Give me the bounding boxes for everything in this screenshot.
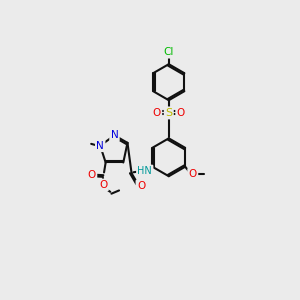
Text: O: O (88, 170, 96, 180)
Text: N: N (96, 141, 104, 151)
Text: HN: HN (137, 166, 152, 176)
Text: methyl: methyl (84, 143, 89, 145)
Text: O: O (137, 181, 145, 191)
Text: O: O (177, 108, 185, 118)
Text: S: S (165, 108, 172, 118)
Text: O: O (189, 169, 197, 179)
Text: O: O (99, 180, 107, 190)
Text: O: O (153, 108, 161, 118)
Text: Cl: Cl (164, 47, 174, 57)
Text: N: N (111, 130, 119, 140)
